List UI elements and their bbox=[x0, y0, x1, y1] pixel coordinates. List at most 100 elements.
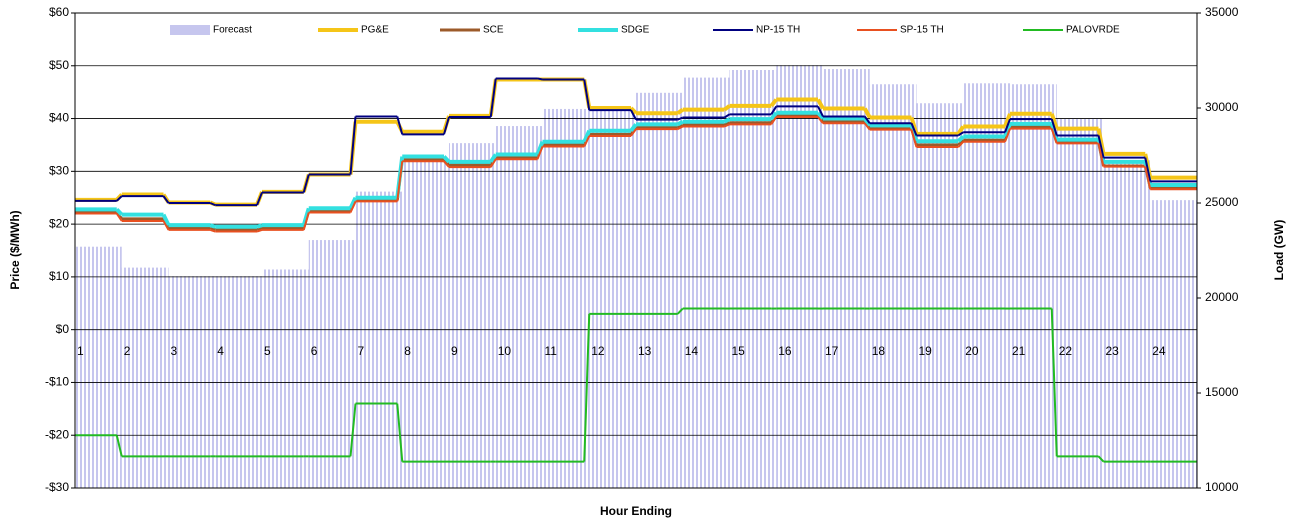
x-tick-label: 12 bbox=[591, 344, 605, 358]
step-connector bbox=[1050, 308, 1058, 457]
legend-label: NP-15 TH bbox=[756, 25, 800, 36]
step-connector bbox=[489, 78, 497, 118]
step-connector bbox=[582, 129, 592, 143]
step-connector bbox=[349, 116, 357, 175]
step-connector bbox=[209, 202, 216, 207]
x-tick-label: 8 bbox=[404, 344, 411, 358]
step-connector bbox=[957, 131, 964, 137]
y-tick-label: $20 bbox=[49, 216, 69, 230]
step-connector bbox=[537, 77, 543, 81]
step-connector bbox=[302, 212, 310, 231]
legend-label: SDGE bbox=[621, 25, 650, 36]
x-tick-label: 5 bbox=[264, 344, 271, 358]
step-connector bbox=[1097, 143, 1105, 167]
step-connector bbox=[256, 228, 263, 233]
x-tick-label: 1 bbox=[77, 344, 84, 358]
x-tick-label: 19 bbox=[919, 344, 933, 358]
forecast-bar bbox=[121, 267, 169, 488]
step-connector bbox=[489, 153, 498, 163]
legend-label: PALOVRDE bbox=[1066, 25, 1120, 36]
forecast-bar bbox=[355, 191, 403, 488]
step-connector bbox=[301, 207, 311, 226]
step-connector bbox=[910, 122, 918, 136]
step-connector bbox=[863, 115, 871, 124]
step-connector bbox=[910, 129, 918, 148]
y-tick-label: $50 bbox=[49, 58, 69, 72]
step-connector bbox=[1144, 157, 1152, 182]
step-connector bbox=[723, 104, 731, 112]
y-tick-label: -$20 bbox=[45, 427, 69, 441]
lines bbox=[75, 77, 1197, 463]
step-connector bbox=[723, 121, 731, 127]
step-connector bbox=[1050, 128, 1058, 144]
step-connector bbox=[396, 161, 404, 202]
y2-tick-label: 15000 bbox=[1205, 385, 1239, 399]
step-connector bbox=[116, 195, 123, 202]
step-connector bbox=[677, 116, 684, 121]
x-tick-label: 2 bbox=[124, 344, 131, 358]
y2-tick-label: 10000 bbox=[1205, 480, 1239, 494]
forecast-bar bbox=[1056, 118, 1104, 488]
step-connector bbox=[443, 116, 450, 135]
step-connector bbox=[349, 403, 357, 457]
step-connector bbox=[816, 98, 825, 110]
x-tick-label: 6 bbox=[311, 344, 318, 358]
y2-axis-title: Load (GW) bbox=[1272, 220, 1286, 281]
step-connector bbox=[770, 116, 778, 125]
step-connector bbox=[770, 105, 778, 115]
step-connector bbox=[442, 155, 451, 164]
step-connector bbox=[676, 119, 684, 127]
forecast-bar bbox=[823, 69, 870, 489]
step-connector bbox=[1049, 113, 1059, 130]
forecast-bar bbox=[1103, 160, 1151, 488]
step-connector bbox=[676, 107, 684, 115]
step-connector bbox=[677, 307, 684, 315]
step-connector bbox=[162, 195, 170, 204]
forecast-bar bbox=[402, 160, 449, 488]
forecast-bar bbox=[1150, 200, 1197, 488]
forecast-bar bbox=[449, 143, 496, 488]
step-connector bbox=[677, 125, 684, 130]
forecast-bar bbox=[75, 246, 122, 488]
step-connector bbox=[256, 223, 263, 229]
legend-label: SCE bbox=[483, 25, 504, 36]
forecast-bar bbox=[495, 126, 543, 489]
step-connector bbox=[723, 113, 731, 119]
step-connector bbox=[629, 123, 638, 132]
forecast-bar bbox=[542, 108, 590, 488]
x-tick-label: 16 bbox=[778, 344, 792, 358]
x-tick-label: 21 bbox=[1012, 344, 1026, 358]
y-tick-label: $0 bbox=[56, 322, 70, 336]
x-tick-label: 23 bbox=[1106, 344, 1120, 358]
forecast-bar bbox=[636, 92, 683, 489]
step-connector bbox=[909, 124, 919, 142]
forecast-bar bbox=[308, 240, 356, 488]
step-connector bbox=[863, 107, 872, 119]
step-connector bbox=[863, 117, 872, 127]
step-connector bbox=[769, 98, 778, 108]
forecast-bar bbox=[963, 83, 1010, 489]
step-connector bbox=[630, 128, 637, 137]
step-connector bbox=[817, 105, 824, 117]
step-connector bbox=[1097, 455, 1105, 463]
step-connector bbox=[489, 158, 497, 168]
x-tick-label: 10 bbox=[498, 344, 512, 358]
forecast-bar bbox=[262, 269, 309, 488]
step-connector bbox=[442, 158, 451, 167]
step-connector bbox=[348, 196, 358, 210]
step-connector bbox=[956, 125, 965, 135]
x-tick-label: 9 bbox=[451, 344, 458, 358]
legend-swatch bbox=[170, 25, 210, 35]
step-connector bbox=[957, 139, 965, 147]
step-connector bbox=[162, 220, 170, 231]
forecast-bar bbox=[869, 84, 917, 488]
forecast-bar bbox=[729, 70, 777, 488]
step-connector bbox=[443, 160, 450, 168]
plot-frame bbox=[74, 12, 1198, 489]
y2-tick-label: 35000 bbox=[1205, 5, 1239, 19]
legend-label: SP-15 TH bbox=[900, 25, 944, 36]
y-tick-label: $10 bbox=[49, 269, 69, 283]
x-tick-label: 7 bbox=[358, 344, 365, 358]
step-connector bbox=[536, 146, 544, 160]
